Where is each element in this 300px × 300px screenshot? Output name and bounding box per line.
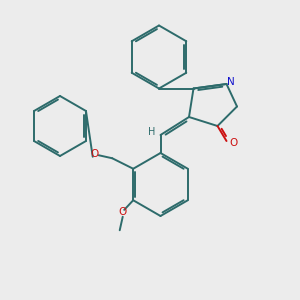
Text: O: O — [229, 137, 237, 148]
Text: O: O — [118, 207, 127, 217]
Text: O: O — [90, 149, 98, 159]
Text: H: H — [148, 127, 156, 137]
Text: N: N — [227, 76, 235, 87]
